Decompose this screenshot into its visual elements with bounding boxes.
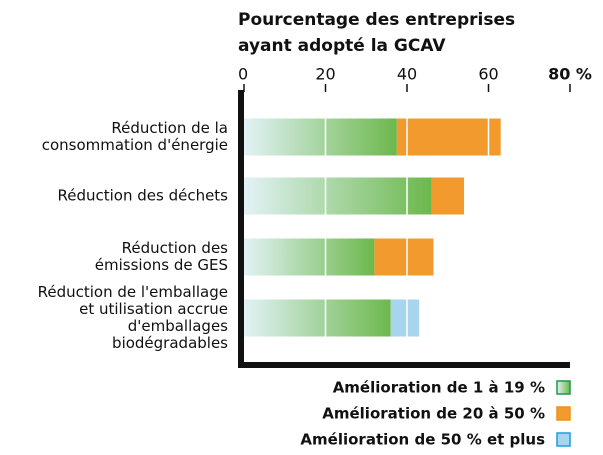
bar-segment bbox=[390, 299, 420, 337]
bar-segment bbox=[244, 238, 375, 276]
category-label: consommation d'énergie bbox=[42, 136, 228, 154]
legend-swatch bbox=[556, 380, 571, 395]
category-label: d'emballages bbox=[128, 317, 228, 335]
bar-segment bbox=[244, 299, 391, 337]
x-tick-label: 20 bbox=[315, 65, 335, 84]
category-label: Réduction de l'emballage bbox=[38, 283, 228, 301]
legend-label: Amélioration de 1 à 19 % bbox=[333, 379, 545, 397]
bar-segment bbox=[244, 118, 397, 156]
category-label: et utilisation accrue bbox=[79, 300, 228, 318]
category-label: biodégradables bbox=[112, 334, 228, 352]
category-label: émissions de GES bbox=[95, 256, 228, 274]
bar-segment bbox=[396, 118, 501, 156]
x-tick-label: 60 bbox=[478, 65, 498, 84]
category-label: Réduction des déchets bbox=[57, 187, 228, 205]
x-tick-label: 40 bbox=[397, 65, 417, 84]
x-tick-label: 80 % bbox=[548, 65, 592, 84]
x-tick-label: 0 bbox=[238, 65, 248, 84]
chart-title: Pourcentage des entreprises bbox=[238, 10, 515, 30]
chart-title: ayant adopté la GCAV bbox=[238, 36, 446, 56]
category-label: Réduction des bbox=[122, 239, 229, 257]
bar-segment bbox=[374, 238, 434, 276]
legend-label: Amélioration de 20 à 50 % bbox=[322, 405, 545, 423]
category-label: Réduction de la bbox=[111, 119, 228, 137]
legend-swatch bbox=[556, 432, 571, 447]
legend-swatch bbox=[556, 406, 571, 421]
legend-label: Amélioration de 50 % et plus bbox=[300, 431, 545, 449]
bar-segment bbox=[431, 177, 465, 215]
bar-segment bbox=[244, 177, 432, 215]
